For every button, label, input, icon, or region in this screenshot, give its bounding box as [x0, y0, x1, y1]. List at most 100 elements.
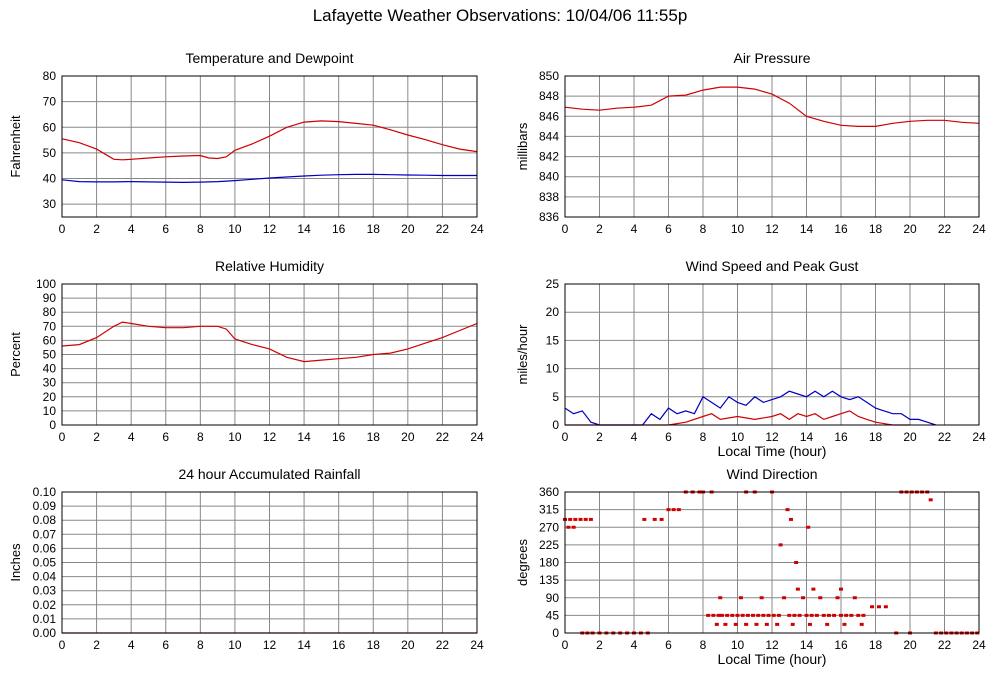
- wind-series-line-0: [564, 390, 937, 426]
- humidity-ytick-label: 20: [43, 390, 57, 404]
- direction-xtick-label: 18: [869, 638, 883, 652]
- rain-ytick-label: 0.07: [33, 527, 57, 541]
- direction-point: [876, 605, 881, 609]
- temp-xtick-label: 8: [197, 222, 204, 236]
- direction-point: [733, 622, 738, 626]
- direction-ytick-label: 90: [546, 591, 560, 605]
- temp-xtick-label: 0: [59, 222, 66, 236]
- direction-title: Wind Direction: [726, 466, 817, 482]
- direction-point: [832, 613, 837, 617]
- direction-point: [852, 596, 857, 600]
- humidity-ytick-label: 70: [43, 319, 57, 333]
- humidity-xtick-label: 18: [367, 430, 381, 444]
- direction-point: [730, 613, 735, 617]
- direction-point: [839, 613, 843, 617]
- direction-xtick-label: 10: [731, 638, 745, 652]
- rain-xtick-label: 8: [197, 638, 204, 652]
- direction-point: [782, 596, 787, 600]
- direction-point: [706, 613, 711, 617]
- direction-point: [807, 622, 812, 626]
- rain-xtick-label: 4: [128, 638, 135, 652]
- humidity-xtick-label: 12: [263, 430, 277, 444]
- wind-ytick-label: 10: [546, 362, 560, 376]
- wind-xtick-label: 14: [800, 430, 814, 444]
- pressure-xtick-label: 4: [631, 222, 638, 236]
- humidity-xtick-label: 10: [228, 430, 242, 444]
- wind-xtick-label: 6: [665, 430, 672, 444]
- direction-point: [776, 613, 781, 617]
- humidity-ytick-label: 80: [43, 305, 57, 319]
- wind-title: Wind Speed and Peak Gust: [686, 258, 859, 274]
- wind-ytick-label: 5: [552, 390, 559, 404]
- pressure-ytick-label: 846: [539, 109, 559, 123]
- temp-xtick-label: 14: [297, 222, 311, 236]
- direction-point: [804, 613, 809, 617]
- direction-xtick-label: 4: [631, 638, 638, 652]
- pressure-xtick-label: 12: [765, 222, 779, 236]
- direction-xtick-label: 20: [903, 638, 917, 652]
- humidity-ylabel: Percent: [8, 332, 23, 377]
- direction-point: [764, 622, 769, 626]
- direction-point: [835, 596, 840, 600]
- temp-ytick-label: 40: [43, 172, 57, 186]
- direction-point: [928, 498, 933, 502]
- temp-title: Temperature and Dewpoint: [185, 50, 353, 66]
- wind-xtick-label: 4: [631, 430, 638, 444]
- humidity-xtick-label: 8: [197, 430, 204, 444]
- pressure-xtick-label: 22: [938, 222, 952, 236]
- direction-point: [778, 543, 783, 547]
- direction-point: [818, 596, 823, 600]
- rain-xtick-label: 22: [436, 638, 450, 652]
- direction-point: [842, 622, 847, 626]
- direction-point: [754, 622, 759, 626]
- rain-xtick-label: 16: [332, 638, 346, 652]
- wind-xtick-label: 24: [972, 430, 986, 444]
- direction-point: [744, 622, 749, 626]
- direction-point: [659, 517, 664, 521]
- pressure-xtick-label: 6: [665, 222, 672, 236]
- pressure-ytick-label: 850: [539, 69, 559, 83]
- direction-point: [711, 613, 716, 617]
- humidity-ytick-label: 90: [43, 291, 57, 305]
- rain-xtick-label: 12: [263, 638, 277, 652]
- humidity-ytick-label: 30: [43, 376, 57, 390]
- direction-point: [666, 508, 671, 512]
- pressure-ytick-label: 848: [539, 89, 559, 103]
- direction-point: [759, 596, 764, 600]
- direction-ylabel: degrees: [515, 539, 530, 586]
- temp-xtick-label: 18: [367, 222, 381, 236]
- pressure-series-line-0: [564, 86, 980, 128]
- rain-xtick-label: 24: [470, 638, 484, 652]
- direction-ytick-label: 135: [539, 573, 559, 587]
- direction-point: [568, 517, 573, 521]
- temp-ytick-label: 70: [43, 95, 57, 109]
- direction-xtick-label: 8: [700, 638, 707, 652]
- temp-xtick-label: 10: [228, 222, 242, 236]
- direction-point: [844, 613, 849, 617]
- direction-xtick-label: 24: [972, 638, 986, 652]
- direction-point: [787, 613, 792, 617]
- direction-point: [676, 508, 681, 512]
- pressure-ytick-label: 844: [539, 129, 559, 143]
- direction-point: [814, 613, 819, 617]
- pressure-ytick-label: 836: [539, 210, 559, 224]
- direction-point: [719, 613, 724, 617]
- direction-plot-frame: [564, 491, 980, 634]
- rain-ytick-label: 0.09: [33, 499, 57, 513]
- rain-ytick-label: 0.03: [33, 584, 57, 598]
- direction-point: [883, 605, 888, 609]
- humidity-plot-frame: [61, 283, 478, 426]
- rain-xtick-label: 18: [367, 638, 381, 652]
- humidity-ytick-label: 50: [43, 348, 57, 362]
- wind-ytick-label: 0: [552, 418, 559, 432]
- direction-point: [725, 613, 730, 617]
- direction-point: [583, 517, 588, 521]
- direction-ytick-label: 360: [539, 485, 559, 499]
- rain-ytick-label: 0.08: [33, 513, 57, 527]
- pressure-ylabel: millibars: [515, 122, 530, 170]
- wind-xtick-label: 0: [562, 430, 569, 444]
- pressure-xtick-label: 18: [869, 222, 883, 236]
